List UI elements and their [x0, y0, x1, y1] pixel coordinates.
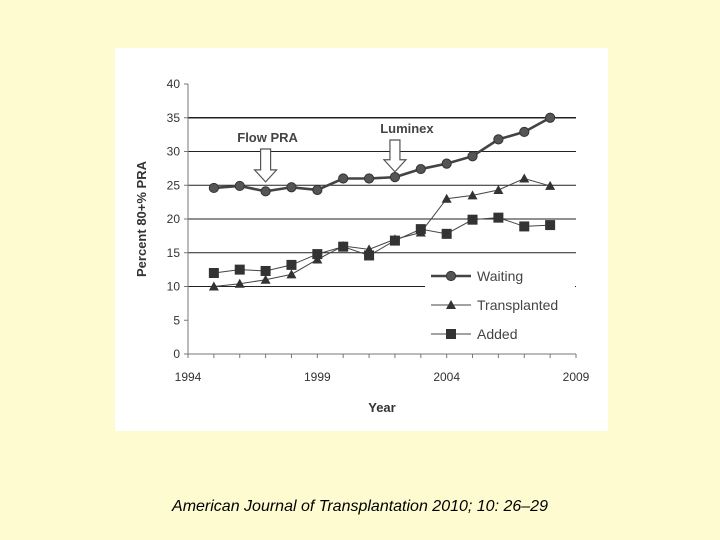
data-point-added-1996: [234, 264, 245, 275]
annotation-arrow-0: [253, 148, 278, 183]
data-point-waiting-1995: [208, 182, 219, 194]
data-point-waiting-1997: [260, 186, 271, 197]
x-tick-label-1999: 1999: [304, 370, 331, 384]
x-axis-title: Year: [368, 400, 395, 415]
data-point-waiting-2002: [389, 172, 401, 183]
y-axis-title: Percent 80+% PRA: [134, 160, 149, 277]
annotation-arrow-1: [382, 139, 408, 173]
data-point-transplanted-2006: [493, 184, 504, 194]
citation: American Journal of Transplantation 2010…: [172, 498, 548, 515]
data-point-added-2005: [467, 214, 478, 225]
data-point-added-2004: [441, 228, 452, 239]
data-point-added-2001: [364, 250, 375, 261]
data-point-transplanted-1996: [234, 278, 245, 288]
legend-label-added: Added: [477, 326, 517, 342]
data-point-waiting-2006: [493, 134, 504, 145]
y-tick-label-35: 35: [167, 111, 181, 125]
annotation-label-1: Luminex: [380, 121, 434, 136]
data-point-added-2002: [389, 235, 400, 246]
line-chart: 0 5 10 15 20 25 30 35 40 1994 1999 2004 2009 Year Perc…: [134, 77, 590, 415]
data-point-waiting-2001: [363, 173, 375, 184]
data-point-waiting-2008: [545, 112, 556, 123]
data-point-added-1997: [260, 265, 271, 276]
data-point-transplanted-2008: [545, 180, 556, 190]
legend-marker-added: [446, 329, 456, 339]
annotation-label-0: Flow PRA: [237, 130, 298, 145]
data-point-added-1995: [208, 268, 219, 278]
y-tick-label-5: 5: [173, 313, 180, 327]
series-line-transplanted: [213, 177, 551, 287]
chart-figure: 0 5 10 15 20 25 30 35 40 1994 1999 2004 2009 Year Perc…: [115, 48, 608, 431]
x-tick-label-2004: 2004: [433, 370, 460, 384]
data-point-waiting-2004: [441, 158, 452, 169]
data-point-added-2008: [545, 220, 556, 231]
data-point-transplanted-1997: [260, 274, 271, 284]
y-tick-label-30: 30: [167, 145, 181, 159]
data-point-waiting-1998: [286, 182, 297, 193]
data-point-added-1998: [286, 259, 297, 270]
data-point-transplanted-2005: [467, 190, 478, 200]
data-point-transplanted-1995: [208, 281, 219, 291]
legend-label-transplanted: Transplanted: [477, 297, 558, 313]
data-point-transplanted-2007: [519, 173, 530, 183]
data-point-added-2003: [415, 224, 426, 235]
y-tick-label-0: 0: [173, 347, 180, 361]
data-point-transplanted-1998: [286, 269, 297, 279]
x-tick-label-1994: 1994: [175, 370, 202, 384]
legend-marker-waiting: [445, 270, 457, 282]
data-point-transplanted-2004: [441, 193, 452, 203]
data-point-added-2006: [493, 212, 504, 223]
data-point-waiting-2003: [415, 163, 426, 175]
y-tick-label-25: 25: [167, 178, 181, 192]
data-point-added-2007: [519, 221, 530, 232]
legend-label-waiting: Waiting: [477, 268, 523, 284]
y-tick-label-10: 10: [167, 280, 181, 294]
legend-marker-transplanted: [446, 300, 456, 309]
data-point-waiting-1999: [312, 184, 323, 196]
x-tick-label-2009: 2009: [563, 370, 590, 384]
data-point-waiting-2005: [467, 151, 478, 162]
data-point-waiting-1996: [234, 180, 245, 192]
data-point-waiting-2000: [338, 173, 349, 184]
y-tick-label-20: 20: [167, 212, 181, 226]
data-point-added-1999: [312, 249, 323, 260]
y-tick-label-15: 15: [167, 246, 181, 260]
y-tick-label-40: 40: [167, 77, 181, 91]
data-point-waiting-2007: [519, 126, 530, 138]
data-point-added-2000: [338, 241, 349, 252]
